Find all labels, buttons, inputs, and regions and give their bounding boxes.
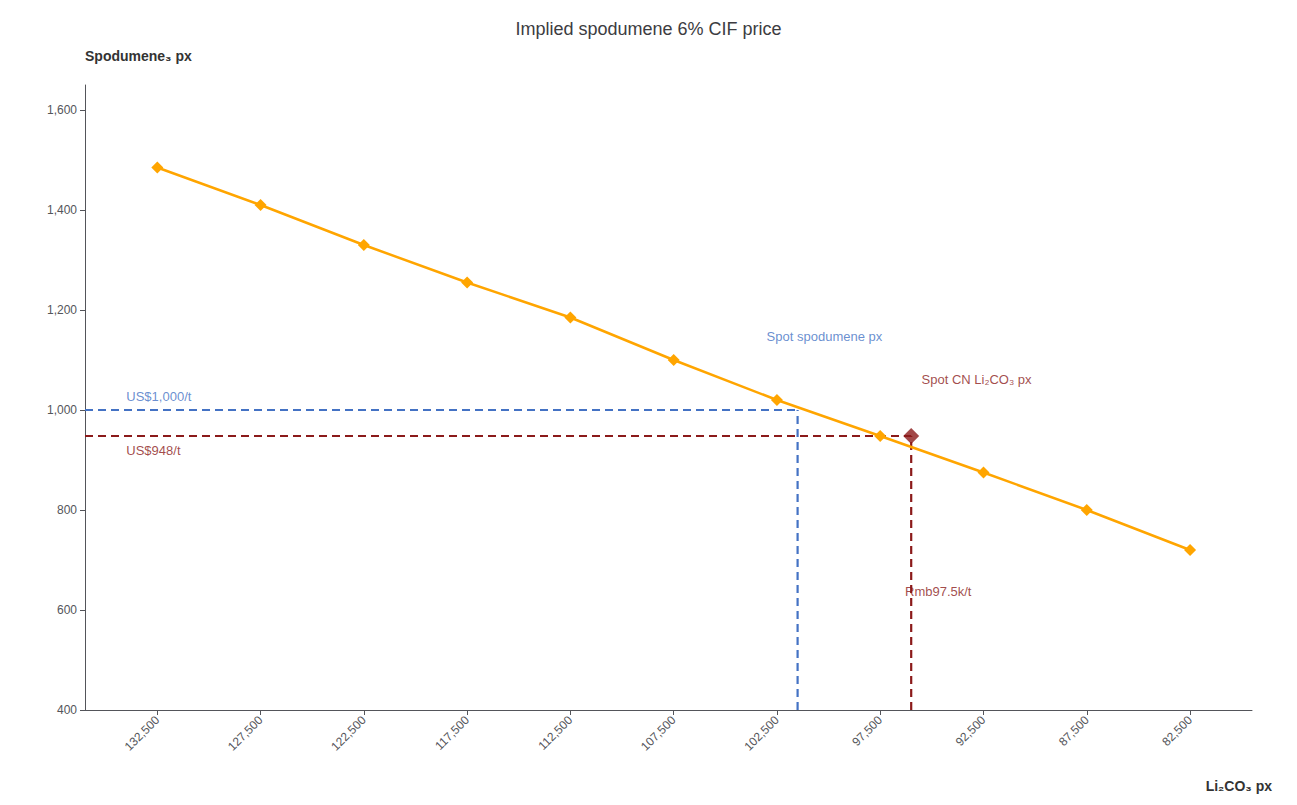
svg-text:Rmb97.5k/t: Rmb97.5k/t: [905, 584, 972, 599]
svg-text:1,400: 1,400: [47, 203, 77, 217]
svg-text:400: 400: [57, 703, 77, 717]
svg-text:82,500: 82,500: [1159, 713, 1195, 749]
svg-text:92,500: 92,500: [953, 713, 989, 749]
svg-text:US$1,000/t: US$1,000/t: [126, 389, 191, 404]
svg-text:117,500: 117,500: [432, 713, 472, 753]
svg-text:Spot spodumene px: Spot spodumene px: [767, 329, 883, 344]
svg-text:122,500: 122,500: [328, 713, 369, 754]
svg-text:1,200: 1,200: [47, 303, 77, 317]
svg-text:Spot CN Li₂CO₃ px: Spot CN Li₂CO₃ px: [922, 372, 1033, 387]
svg-text:600: 600: [57, 603, 77, 617]
svg-text:800: 800: [57, 503, 77, 517]
svg-text:132,500: 132,500: [122, 713, 163, 754]
svg-text:112,500: 112,500: [535, 713, 575, 753]
svg-text:Li₂CO₃ px: Li₂CO₃ px: [1206, 778, 1273, 794]
svg-text:127,500: 127,500: [225, 713, 266, 754]
svg-text:US$948/t: US$948/t: [126, 443, 181, 458]
svg-text:1,600: 1,600: [47, 103, 77, 117]
svg-text:107,500: 107,500: [638, 713, 679, 754]
svg-text:87,500: 87,500: [1056, 713, 1092, 749]
svg-text:Implied spodumene 6% CIF price: Implied spodumene 6% CIF price: [515, 19, 781, 39]
svg-text:Spodumene₃ px: Spodumene₃ px: [85, 48, 192, 64]
svg-text:102,500: 102,500: [741, 713, 782, 754]
svg-text:97,500: 97,500: [849, 713, 885, 749]
svg-text:1,000: 1,000: [47, 403, 77, 417]
